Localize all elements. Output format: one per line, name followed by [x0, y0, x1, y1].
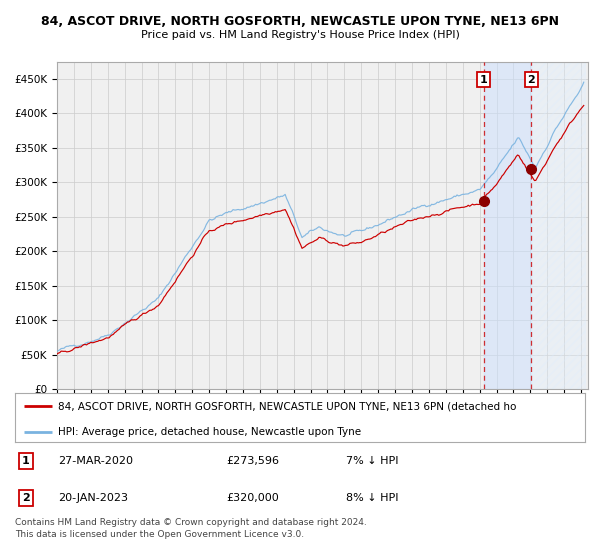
Bar — [531, 62, 585, 389]
Text: 7% ↓ HPI: 7% ↓ HPI — [346, 456, 398, 466]
Text: 2: 2 — [527, 74, 535, 85]
Text: 1: 1 — [22, 456, 29, 466]
Text: £320,000: £320,000 — [226, 493, 278, 503]
Text: 84, ASCOT DRIVE, NORTH GOSFORTH, NEWCASTLE UPON TYNE, NE13 6PN (detached ho: 84, ASCOT DRIVE, NORTH GOSFORTH, NEWCAST… — [58, 402, 516, 412]
Text: 20-JAN-2023: 20-JAN-2023 — [58, 493, 128, 503]
Text: Contains HM Land Registry data © Crown copyright and database right 2024.
This d: Contains HM Land Registry data © Crown c… — [15, 518, 367, 539]
Text: Price paid vs. HM Land Registry's House Price Index (HPI): Price paid vs. HM Land Registry's House … — [140, 30, 460, 40]
Text: 8% ↓ HPI: 8% ↓ HPI — [346, 493, 398, 503]
Bar — [484, 62, 531, 389]
Text: £273,596: £273,596 — [226, 456, 279, 466]
Text: 84, ASCOT DRIVE, NORTH GOSFORTH, NEWCASTLE UPON TYNE, NE13 6PN: 84, ASCOT DRIVE, NORTH GOSFORTH, NEWCAST… — [41, 15, 559, 28]
Text: HPI: Average price, detached house, Newcastle upon Tyne: HPI: Average price, detached house, Newc… — [58, 427, 361, 437]
Text: 27-MAR-2020: 27-MAR-2020 — [58, 456, 133, 466]
Text: 2: 2 — [22, 493, 29, 503]
Text: 1: 1 — [479, 74, 487, 85]
